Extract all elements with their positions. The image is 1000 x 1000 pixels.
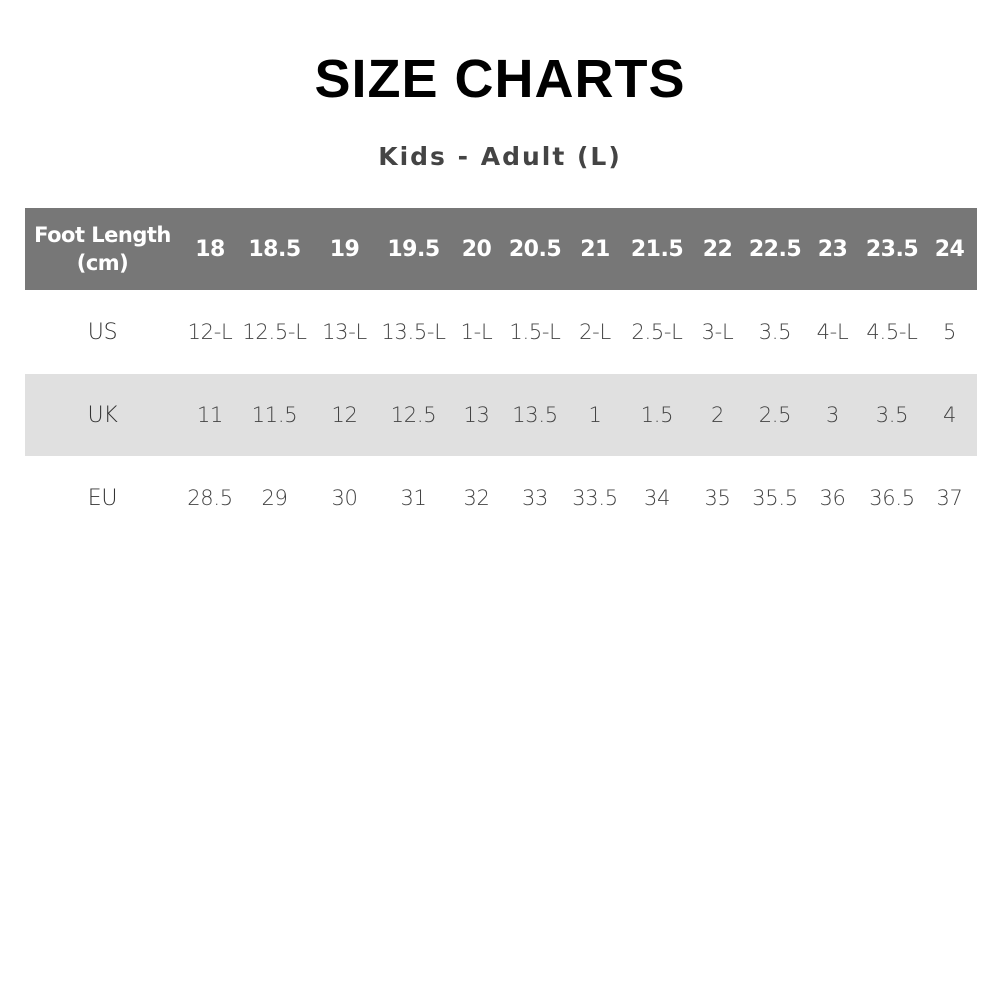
foot-length-cell: 19	[329, 236, 360, 262]
foot-length-cell: 21	[580, 236, 610, 262]
size-cell: 4	[942, 403, 957, 427]
size-cell: 32	[463, 486, 490, 510]
size-cell: 33	[521, 486, 549, 510]
foot-length-cell: 22.5	[748, 236, 802, 262]
size-cell: 1.5-L	[509, 320, 561, 344]
foot-length-cell: 22	[702, 236, 733, 262]
size-cell: 1.5	[640, 403, 674, 427]
foot-length-cell: 18.5	[248, 236, 301, 262]
size-cell: 11.5	[251, 403, 298, 427]
foot-length-cell: 23.5	[865, 236, 919, 262]
row-label: US	[87, 319, 118, 345]
size-cell: 1	[588, 403, 602, 427]
foot-length-cell: 20.5	[508, 236, 562, 262]
size-cell: 13	[463, 403, 490, 427]
size-cell: 28.5	[187, 486, 233, 510]
size-cell: 35	[704, 486, 731, 510]
size-cell: 33.5	[572, 486, 618, 510]
size-cell: 2.5-L	[631, 320, 683, 344]
size-cell: 5	[942, 320, 957, 344]
size-cell: 3-L	[701, 320, 734, 344]
foot-length-cell: 19.5	[387, 236, 440, 262]
size-cell: 37	[936, 486, 963, 510]
size-cell: 2.5	[758, 403, 792, 427]
size-cell: 2-L	[579, 320, 611, 344]
foot-length-cell: 20	[461, 236, 492, 262]
size-cell: 3.5	[875, 403, 909, 427]
size-cell: 2	[710, 403, 725, 427]
header-label-line1: Foot Length	[34, 223, 171, 247]
size-cell: 3.5	[758, 320, 792, 344]
size-cell: 13.5-L	[381, 320, 446, 344]
size-cell: 31	[400, 486, 427, 510]
page-subtitle: Kids - Adult (L)	[378, 142, 622, 171]
foot-length-cell: 21.5	[630, 236, 684, 262]
foot-length-cell: 24	[934, 236, 965, 262]
size-cell: 13-L	[322, 320, 367, 344]
size-cell: 29	[261, 486, 288, 510]
row-label: UK	[87, 402, 118, 428]
size-cell: 30	[331, 486, 358, 510]
size-table: Foot Length (cm) 18 18.5 19 19.5 20 20.5 21 21.…	[25, 208, 977, 540]
size-cell: 11	[196, 403, 224, 427]
foot-length-cell: 18	[195, 236, 225, 262]
header-label-line2: (cm)	[76, 251, 129, 275]
size-cell: 4-L	[816, 320, 849, 344]
size-cell: 12.5-L	[242, 320, 307, 344]
size-cell: 3	[825, 403, 840, 427]
size-cell: 36	[819, 486, 846, 510]
size-row-eu: EU 28.5 29 30 31 32 33 33.5 34 35 35.5 36 36.5 37	[25, 456, 977, 540]
size-cell: 12	[331, 403, 358, 427]
size-cell: 12-L	[187, 320, 233, 344]
size-cell: 36.5	[869, 486, 915, 510]
size-row-us: US 12-L 12.5-L 13-L 13.5-L 1-L 1.5-L 2-L 2.5-L 3-…	[25, 290, 977, 374]
row-label: EU	[87, 485, 118, 511]
size-cell: 12.5	[390, 403, 437, 427]
size-cell: 4.5-L	[866, 320, 918, 344]
size-cell: 35.5	[752, 486, 798, 510]
size-cell: 34	[643, 486, 671, 510]
foot-length-cell: 23	[817, 236, 848, 262]
header-row: Foot Length (cm) 18 18.5 19 19.5 20 20.5 21 21.…	[25, 208, 977, 290]
size-cell: 13.5	[512, 403, 558, 427]
page-title: SIZE CHARTS	[314, 49, 686, 109]
size-cell: 1-L	[460, 320, 493, 344]
foot-length-header: Foot Length (cm)	[25, 208, 180, 290]
size-row-uk: UK 11 11.5 12 12.5 13 13.5 1 1.5 2 2.5 3 3.5 4	[25, 374, 977, 456]
